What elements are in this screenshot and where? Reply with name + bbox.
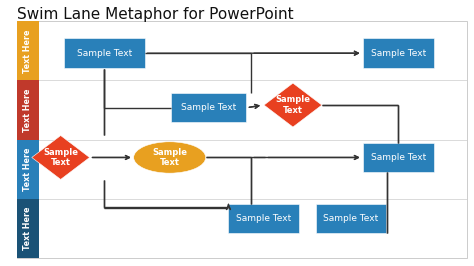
- Text: Sample
Text: Sample Text: [152, 148, 187, 167]
- FancyBboxPatch shape: [363, 38, 434, 68]
- Text: Sample Text: Sample Text: [371, 49, 426, 58]
- Text: Text Here: Text Here: [24, 207, 32, 250]
- FancyBboxPatch shape: [17, 21, 39, 81]
- Text: Sample
Text: Sample Text: [43, 148, 78, 167]
- Polygon shape: [264, 83, 322, 127]
- Polygon shape: [32, 136, 90, 180]
- FancyBboxPatch shape: [171, 93, 246, 122]
- FancyBboxPatch shape: [316, 204, 386, 233]
- FancyBboxPatch shape: [17, 140, 39, 199]
- Text: Sample Text: Sample Text: [77, 49, 132, 58]
- FancyBboxPatch shape: [363, 143, 434, 172]
- Text: Text Here: Text Here: [24, 29, 32, 73]
- Text: Text Here: Text Here: [24, 147, 32, 191]
- Text: Sample Text: Sample Text: [181, 103, 236, 112]
- Text: Sample Text: Sample Text: [371, 153, 426, 162]
- FancyBboxPatch shape: [228, 204, 299, 233]
- FancyBboxPatch shape: [64, 38, 145, 68]
- FancyBboxPatch shape: [17, 199, 39, 258]
- Text: Swim Lane Metaphor for PowerPoint: Swim Lane Metaphor for PowerPoint: [17, 7, 293, 22]
- Text: Sample
Text: Sample Text: [275, 95, 310, 115]
- FancyBboxPatch shape: [17, 81, 39, 140]
- Text: Text Here: Text Here: [24, 88, 32, 132]
- Text: Sample Text: Sample Text: [236, 214, 291, 223]
- Text: Sample Text: Sample Text: [323, 214, 378, 223]
- Ellipse shape: [134, 142, 206, 173]
